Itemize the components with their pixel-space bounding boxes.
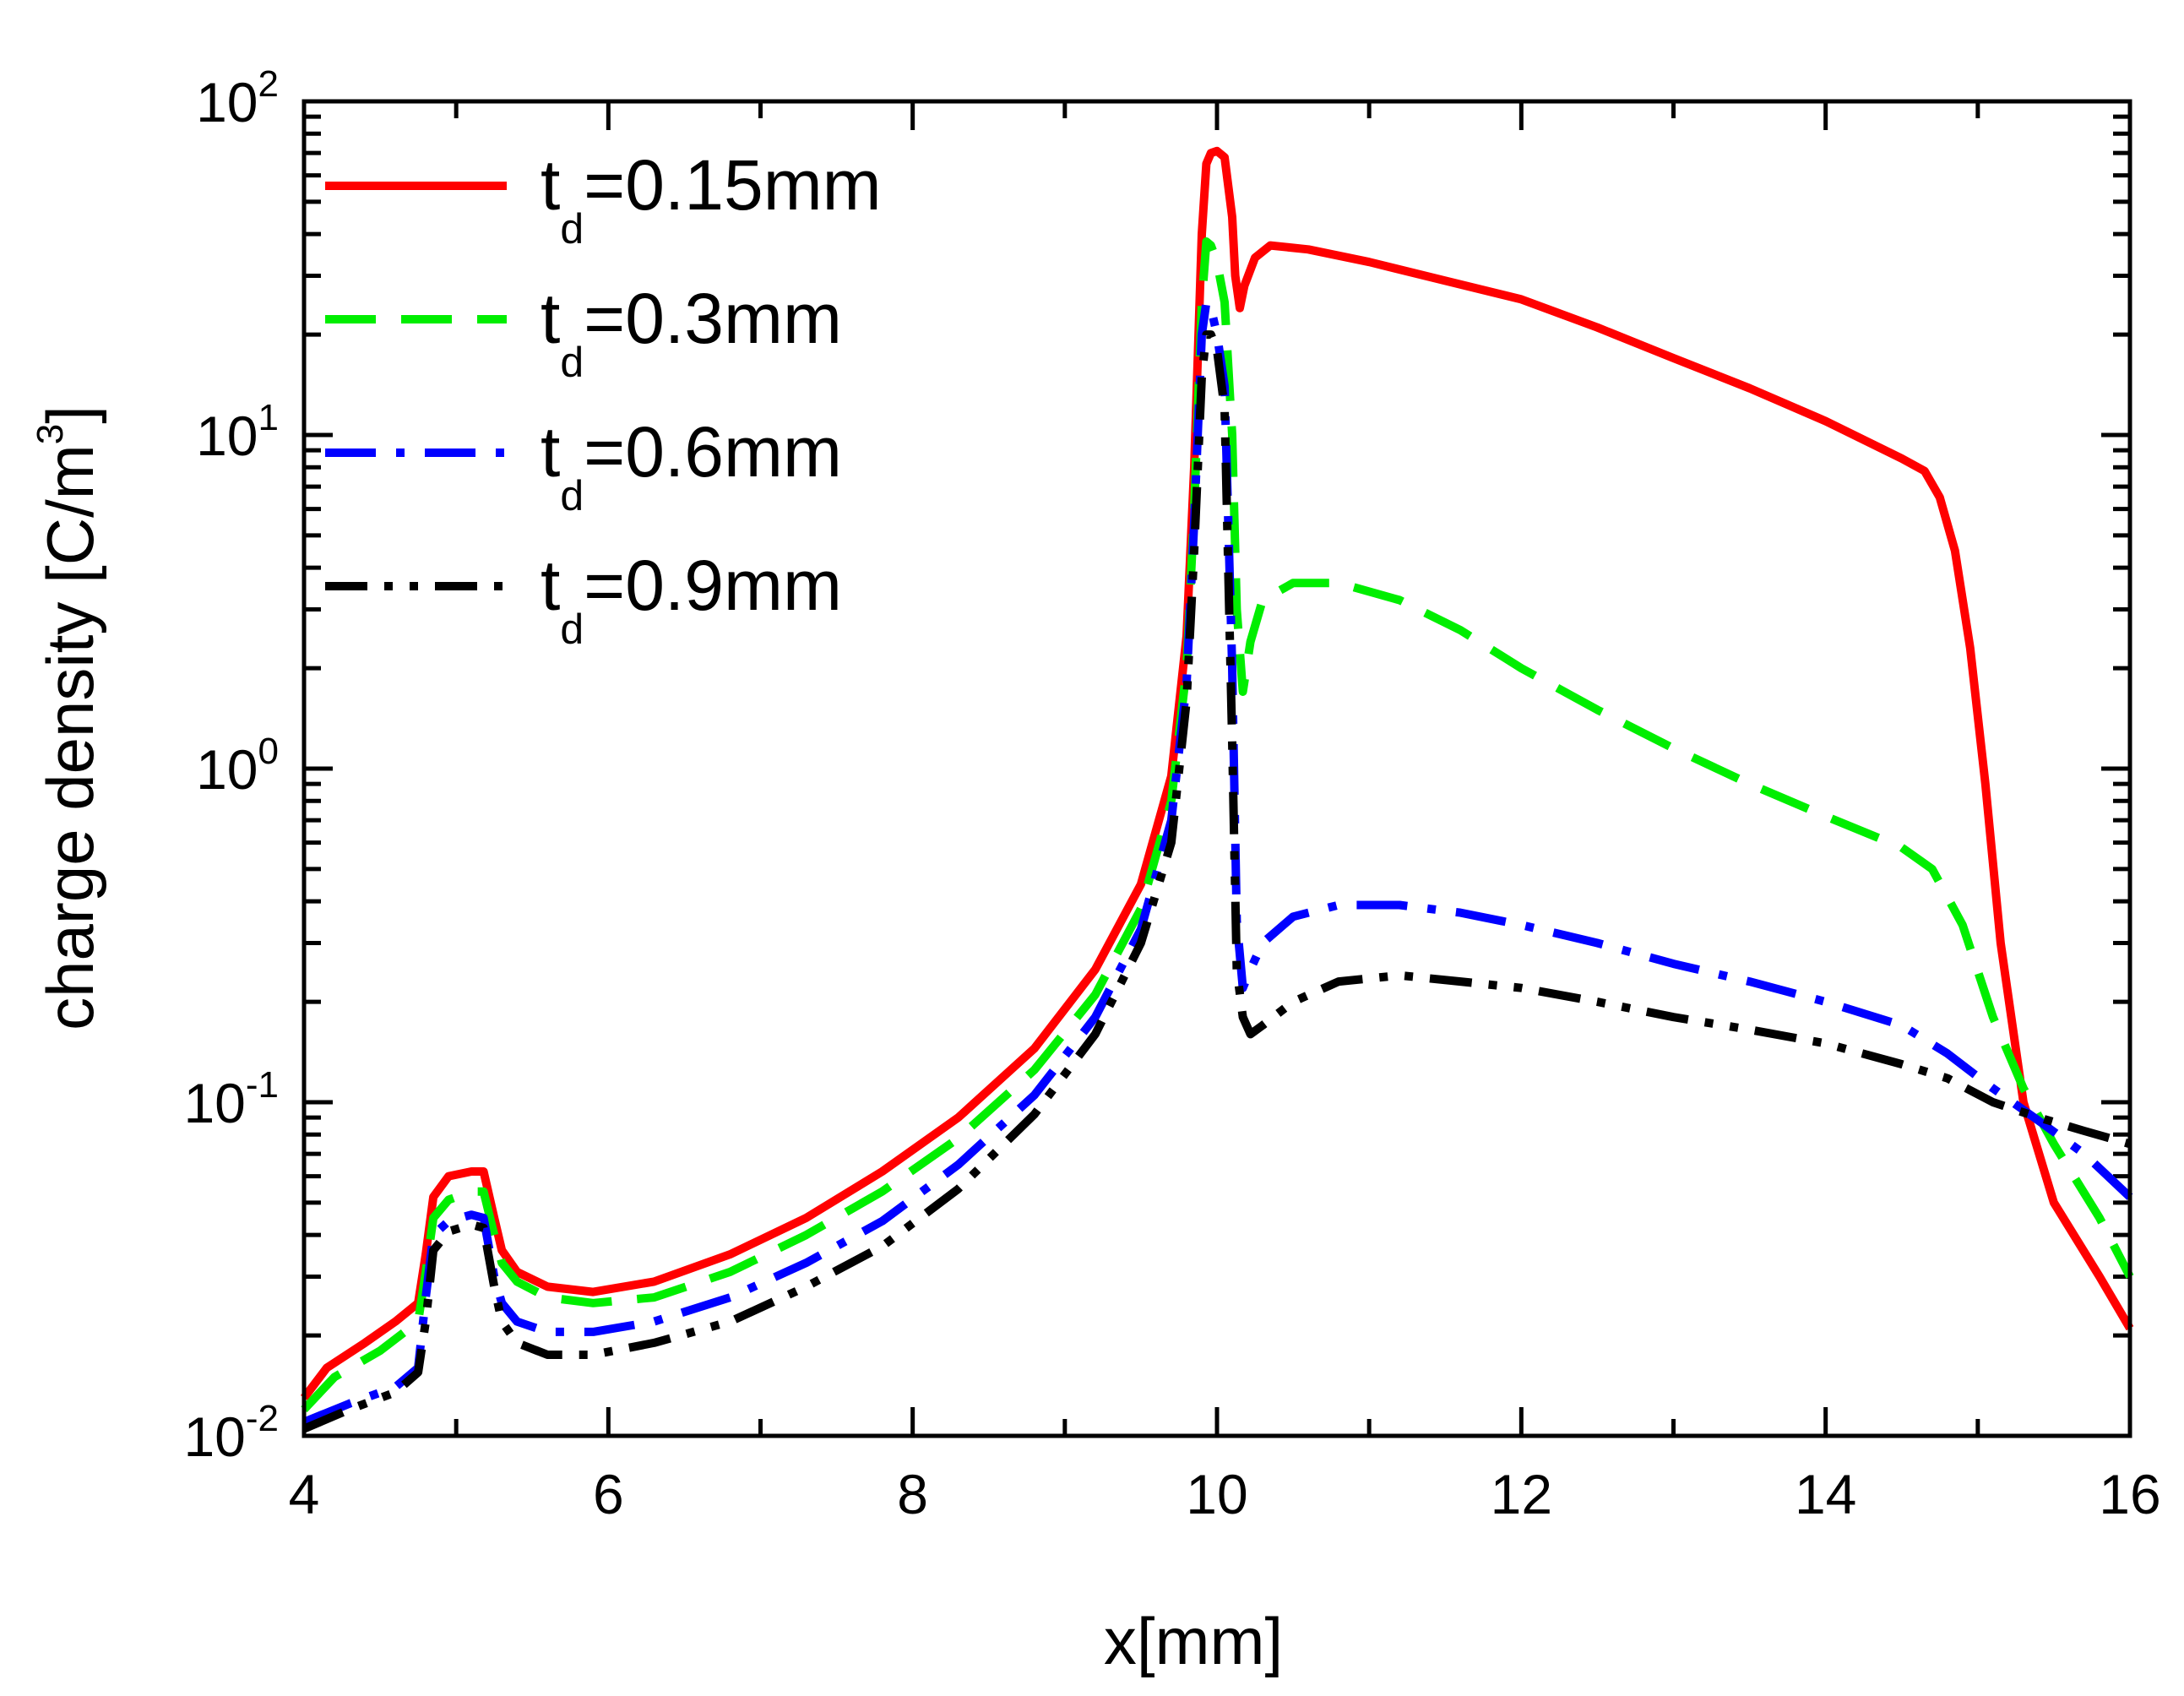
ticks-layer (302, 99, 2132, 1438)
series-line-1 (301, 146, 2134, 1401)
y-tick-exponent: -2 (246, 1398, 279, 1439)
plot-frame (302, 99, 2132, 1438)
y-tick-label: 102 (196, 63, 279, 133)
y-tick-exponent: -1 (246, 1064, 279, 1106)
legend-label-sub: d (560, 205, 584, 253)
y-tick-label: 10-1 (183, 1064, 279, 1134)
x-tick-label: 8 (897, 1463, 928, 1525)
x-tick-label: 4 (289, 1463, 320, 1525)
y-tick-base: 10 (196, 738, 258, 801)
legend-label-4: td=0.9mm (541, 546, 842, 653)
x-tick-label: 10 (1186, 1463, 1247, 1525)
legend-label-1: td=0.15mm (541, 145, 882, 253)
x-tick-label: 12 (1491, 1463, 1552, 1525)
legend-label-3: td=0.6mm (541, 412, 842, 519)
legend-label-main: t (541, 546, 560, 625)
legend-label-rest: =0.9mm (584, 546, 842, 625)
y-axis-title-sup: 3 (30, 424, 71, 444)
legend-label-2: td=0.3mm (541, 279, 842, 386)
y-tick-exponent: 0 (258, 731, 279, 772)
y-tick-base: 10 (183, 1072, 245, 1134)
legend-label-sub: d (560, 606, 584, 653)
legend-label-rest: =0.6mm (584, 412, 842, 492)
y-axis-title-close: ] (33, 405, 107, 424)
series-line-4 (302, 330, 2132, 1433)
legend-label-sub: d (560, 472, 584, 519)
y-tick-base: 10 (183, 1405, 245, 1468)
y-axis-title-main: charge density [C/m (33, 444, 107, 1030)
series-line-2 (301, 237, 2134, 1413)
legend-label-sub: d (560, 339, 584, 386)
legend-label-main: t (541, 145, 560, 225)
legend-label-rest: =0.15mm (584, 145, 882, 225)
x-tick-label: 16 (2099, 1463, 2160, 1525)
x-tick-label: 6 (593, 1463, 624, 1525)
series-line-3 (302, 297, 2133, 1427)
y-tick-exponent: 2 (258, 63, 279, 105)
y-tick-label: 101 (196, 397, 279, 467)
y-tick-base: 10 (196, 405, 258, 467)
y-tick-label: 10-2 (183, 1398, 279, 1468)
y-tick-base: 10 (196, 71, 258, 133)
y-tick-label: 100 (196, 731, 279, 801)
x-axis-title: x[mm] (1104, 1604, 1283, 1678)
legend-label-main: t (541, 412, 560, 492)
legend-label-main: t (541, 279, 560, 358)
x-tick-labels: 4 6 8 10 12 14 16 (289, 1463, 2161, 1525)
series-layer (301, 146, 2134, 1433)
y-tick-exponent: 1 (258, 397, 279, 438)
y-axis-title: charge density [C/m3] (30, 405, 107, 1030)
legend-label-rest: =0.3mm (584, 279, 842, 358)
x-tick-label: 14 (1795, 1463, 1856, 1525)
